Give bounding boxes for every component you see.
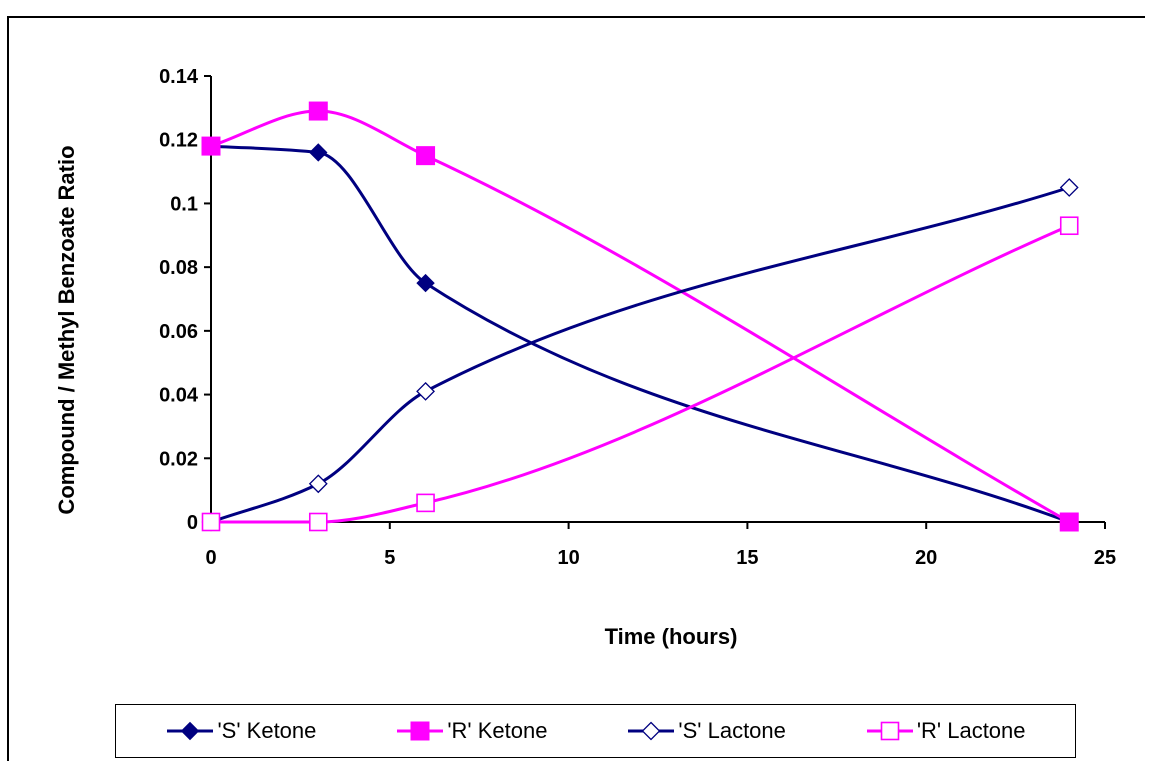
y-tick-label: 0 [187,512,198,534]
series-s-lactone-point [308,474,328,494]
x-tick-label: 15 [736,547,758,569]
legend-label: 'R' Lactone [916,718,1026,743]
series-r-ketone-point [1059,512,1079,532]
series-r-lactone [201,216,1079,532]
series-r-ketone-point [308,101,328,121]
legend-item-r-lactone: 'R' Lactone [865,718,1026,744]
legend-label: 'S' Lactone [678,718,786,743]
y-axis-title: Compound / Methyl Benzoate Ratio [54,145,79,514]
series-s-lactone-point [416,381,435,401]
y-tick-label: 0.1 [170,193,198,215]
series-s-ketone [201,136,1079,532]
legend-item-s-ketone: 'S' Ketone [165,718,316,744]
y-tick-label: 0.04 [159,385,199,407]
series-s-lactone-line [210,186,1070,524]
legend-swatch [167,721,214,741]
series-r-lactone-point [201,512,221,532]
series-r-lactone-point [308,512,328,532]
series-s-ketone-point [309,143,328,162]
legend-swatch-marker [641,721,661,741]
legend-item-r-ketone: 'R' Ketone [395,718,547,744]
y-tick-label: 0.12 [159,130,198,152]
x-tick-label: 0 [205,547,216,569]
legend-label: 'S' Ketone [217,718,317,743]
series-r-lactone-line [211,224,1070,524]
legend: 'S' Ketone 'R' Ketone 'S' Lactone 'R' Lacto… [115,704,1076,758]
legend-swatch [866,721,913,741]
legend-swatch [628,721,675,741]
y-tick-label: 0.14 [159,66,199,88]
series-r-lactone-point [1059,216,1079,236]
series-s-lactone-point [1059,178,1079,197]
legend-label: 'R' Ketone [447,718,548,743]
legend-swatch-marker [181,721,200,741]
series-r-ketone-point [201,136,221,156]
y-tick-label: 0.02 [159,448,198,470]
series-s-ketone-point [416,273,435,293]
series-r-ketone [201,101,1079,532]
series-s-ketone-line [210,144,1070,524]
series-r-lactone-point [416,493,435,513]
chart-frame [7,16,1145,761]
y-tick-label: 0.08 [159,257,198,279]
series-r-ketone-point [416,146,436,166]
legend-swatch-marker [880,721,900,741]
x-tick-label: 25 [1094,547,1116,569]
legend-swatch-marker [410,721,430,741]
y-tick-label: 0.06 [159,321,198,343]
x-axis-title: Time (hours) [605,624,738,649]
x-tick-label: 5 [384,547,395,569]
legend-item-s-lactone: 'S' Lactone [626,718,786,744]
series-r-ketone-line [210,109,1070,524]
x-tick-label: 10 [557,547,579,569]
x-tick-label: 20 [915,547,937,569]
legend-swatch [397,721,444,741]
series-s-lactone [201,178,1079,532]
plot-area: 0 0.02 0.04 0.06 0.08 0.1 0.12 0.14 0 5 10 15 20 25 [159,66,1116,569]
